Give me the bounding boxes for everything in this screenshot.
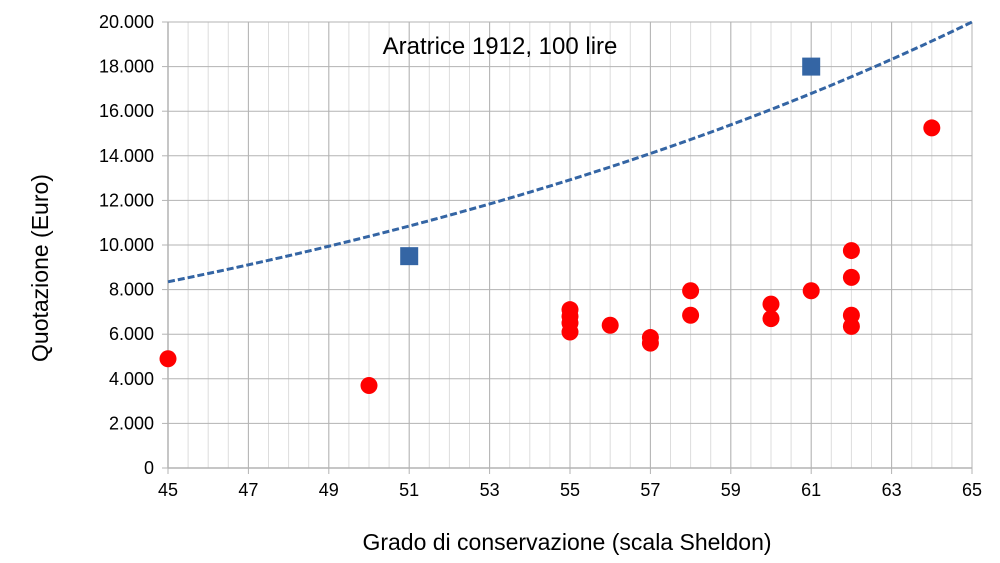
y-tick-label: 14.000 (99, 146, 154, 166)
data-points (159, 57, 941, 394)
y-tick-label: 10.000 (99, 235, 154, 255)
data-point-circle (641, 334, 659, 352)
data-point-circle (159, 350, 177, 368)
y-tick-label: 0 (144, 458, 154, 478)
y-axis-title: Quotazione (Euro) (27, 174, 53, 362)
trend-line (167, 20, 973, 284)
data-point-circle (682, 306, 700, 324)
x-tick-label: 59 (721, 480, 741, 500)
data-point-circle (360, 376, 378, 394)
x-tick-label: 57 (640, 480, 660, 500)
data-point-circle (682, 282, 700, 300)
data-point-circle (802, 282, 820, 300)
data-point-square (802, 57, 821, 76)
trend-line-group (167, 20, 973, 284)
x-axis-title: Grado di conservazione (scala Sheldon) (362, 529, 771, 555)
y-tick-label: 20.000 (99, 12, 154, 32)
data-point-circle (923, 119, 941, 137)
x-tick-label: 47 (238, 480, 258, 500)
x-tick-label: 61 (801, 480, 821, 500)
y-tick-label: 18.000 (99, 57, 154, 77)
x-tick-label: 45 (158, 480, 178, 500)
data-point-circle (762, 295, 780, 313)
y-tick-label: 4.000 (109, 369, 154, 389)
axes (162, 21, 973, 474)
data-point-circle (601, 316, 619, 334)
data-point-circle (762, 310, 780, 328)
y-tick-label: 8.000 (109, 280, 154, 300)
data-point-circle (561, 323, 579, 341)
data-point-circle (842, 317, 860, 335)
data-point-square (400, 247, 419, 266)
y-tick-label: 2.000 (109, 413, 154, 433)
data-point-circle (842, 242, 860, 260)
y-tick-labels: 0 2.000 4.000 6.000 8.000 10.000 12.000 14.000 1… (99, 12, 154, 478)
y-tick-label: 12.000 (99, 190, 154, 210)
y-tick-label: 16.000 (99, 101, 154, 121)
x-tick-label: 55 (560, 480, 580, 500)
x-tick-label: 49 (319, 480, 339, 500)
x-tick-label: 63 (882, 480, 902, 500)
y-tick-label: 6.000 (109, 324, 154, 344)
x-tick-labels: 45 47 49 51 53 55 57 59 61 63 65 (158, 480, 982, 500)
data-point-circle (842, 268, 860, 286)
x-tick-label: 65 (962, 480, 982, 500)
x-tick-label: 53 (480, 480, 500, 500)
chart-title: Aratrice 1912, 100 lire (383, 33, 618, 60)
x-tick-label: 51 (399, 480, 419, 500)
